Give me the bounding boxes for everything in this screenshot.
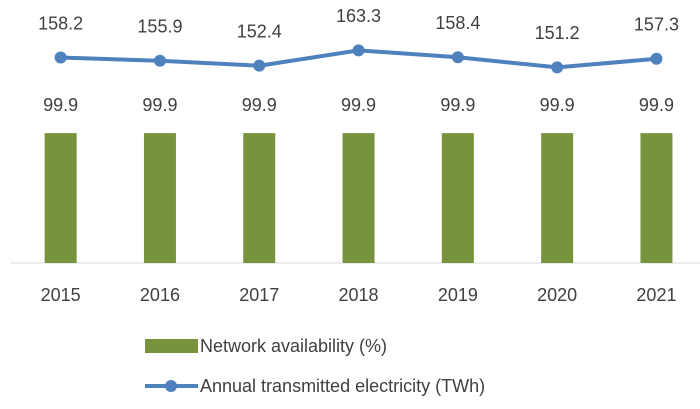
bar: [243, 133, 276, 263]
data-label: 157.3: [634, 15, 679, 35]
line-marker: [54, 51, 67, 64]
legend-label: Annual transmitted electricity (TWh): [200, 376, 485, 396]
data-label: 158.2: [38, 13, 83, 33]
data-label: 151.2: [535, 23, 580, 43]
line-marker: [451, 51, 464, 64]
bar: [342, 133, 375, 263]
x-tick-label: 2019: [438, 285, 478, 305]
data-label: 158.4: [435, 13, 480, 33]
x-tick-label: 2015: [41, 285, 81, 305]
x-tick-label: 2017: [239, 285, 279, 305]
x-tick-label: 2018: [339, 285, 379, 305]
data-label: 152.4: [237, 21, 282, 41]
data-label: 99.9: [440, 95, 475, 115]
data-label: 99.9: [43, 95, 78, 115]
x-tick-label: 2020: [537, 285, 577, 305]
legend-marker: [165, 380, 177, 392]
data-label: 155.9: [137, 17, 182, 37]
bar: [441, 133, 474, 263]
line-marker: [650, 52, 663, 65]
data-label: 99.9: [540, 95, 575, 115]
x-tick-label: 2021: [636, 285, 676, 305]
bar: [143, 133, 176, 263]
line-marker: [352, 44, 365, 57]
bar: [541, 133, 574, 263]
line-marker: [153, 54, 166, 67]
x-tick-label: 2016: [140, 285, 180, 305]
data-label: 99.9: [341, 95, 376, 115]
line-marker: [253, 59, 266, 72]
data-label: 99.9: [639, 95, 674, 115]
data-label: 163.3: [336, 6, 381, 26]
line-marker: [551, 61, 564, 74]
bar: [640, 133, 673, 263]
data-label: 99.9: [242, 95, 277, 115]
data-label: 99.9: [142, 95, 177, 115]
bar: [44, 133, 77, 263]
legend-swatch: [145, 339, 198, 353]
legend-label: Network availability (%): [200, 336, 387, 356]
